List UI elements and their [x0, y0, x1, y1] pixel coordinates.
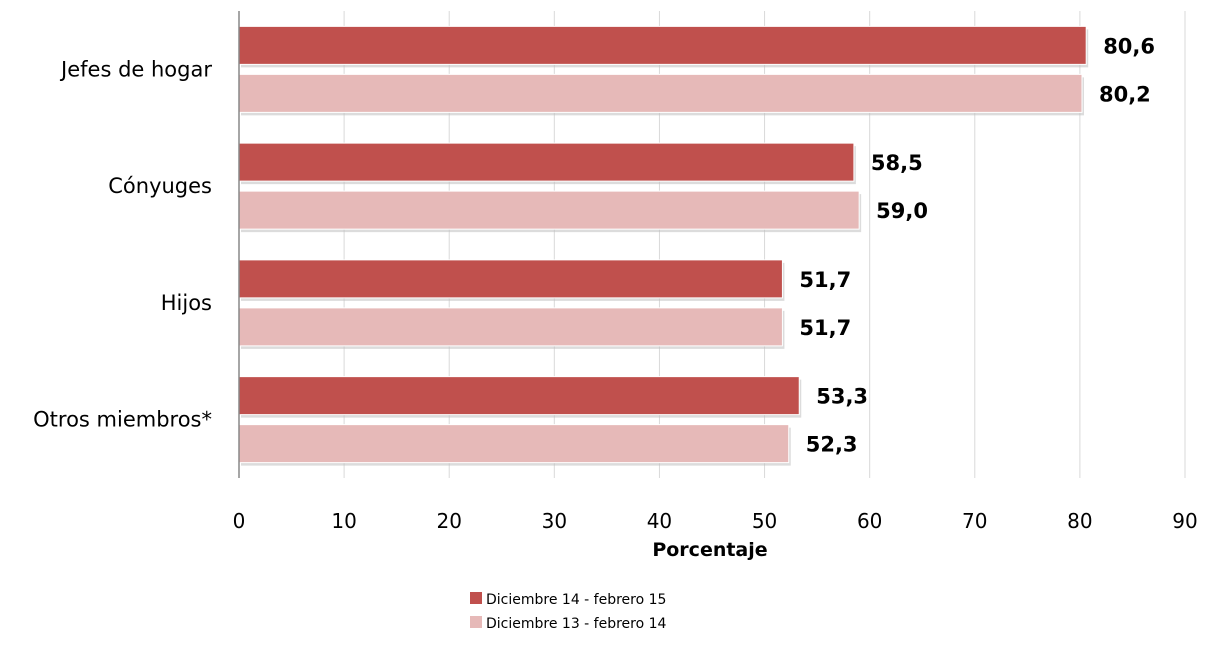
bar: [238, 25, 1087, 65]
data-label: 52,3: [806, 433, 858, 457]
x-tick-label: 0: [233, 509, 246, 533]
category-label: Jefes de hogar: [59, 57, 212, 81]
category-label: Otros miembros*: [33, 408, 212, 432]
bar: [238, 73, 1083, 113]
legend-swatch: [470, 592, 482, 604]
category-label: Cónyuges: [108, 174, 212, 198]
data-label: 51,7: [799, 268, 851, 292]
x-tick-label: 10: [331, 509, 356, 533]
x-tick-label: 30: [542, 509, 567, 533]
legend: Diciembre 14 - febrero 15 Diciembre 13 - …: [470, 592, 667, 632]
category-label: Hijos: [161, 291, 212, 315]
legend-entry: Diciembre 14 - febrero 15: [486, 592, 666, 608]
category-labels: Jefes de hogar Cónyuges Hijos Otros miembro…: [33, 57, 212, 431]
x-tick-label: 50: [752, 509, 777, 533]
x-tick-label: 70: [962, 509, 987, 533]
x-axis-title: Porcentaje: [652, 539, 767, 561]
data-label: 80,2: [1099, 82, 1151, 106]
x-tick-label: 60: [857, 509, 882, 533]
bar: [238, 142, 855, 182]
bar: [238, 259, 783, 299]
legend-swatch: [470, 616, 482, 628]
bar: [238, 307, 783, 347]
x-tick-label: 40: [647, 509, 672, 533]
legend-entry: Diciembre 13 - febrero 14: [486, 616, 667, 632]
data-label: 53,3: [816, 385, 868, 409]
data-label: 51,7: [799, 316, 851, 340]
data-label: 58,5: [871, 151, 923, 175]
data-label: 80,6: [1103, 34, 1155, 58]
bars: [238, 25, 1089, 466]
bar: [238, 376, 800, 416]
x-tick-label: 90: [1172, 509, 1197, 533]
bar: [238, 424, 790, 464]
bar: [238, 190, 860, 230]
data-label: 59,0: [876, 199, 928, 223]
x-tick-labels: 0 10 20 30 40 50 60 70 80 90: [233, 509, 1198, 533]
value-labels: 80,6 80,2 58,5 59,0 51,7 51,7 53,3 52,3: [799, 34, 1155, 456]
x-tick-label: 20: [436, 509, 461, 533]
x-tick-label: 80: [1067, 509, 1092, 533]
